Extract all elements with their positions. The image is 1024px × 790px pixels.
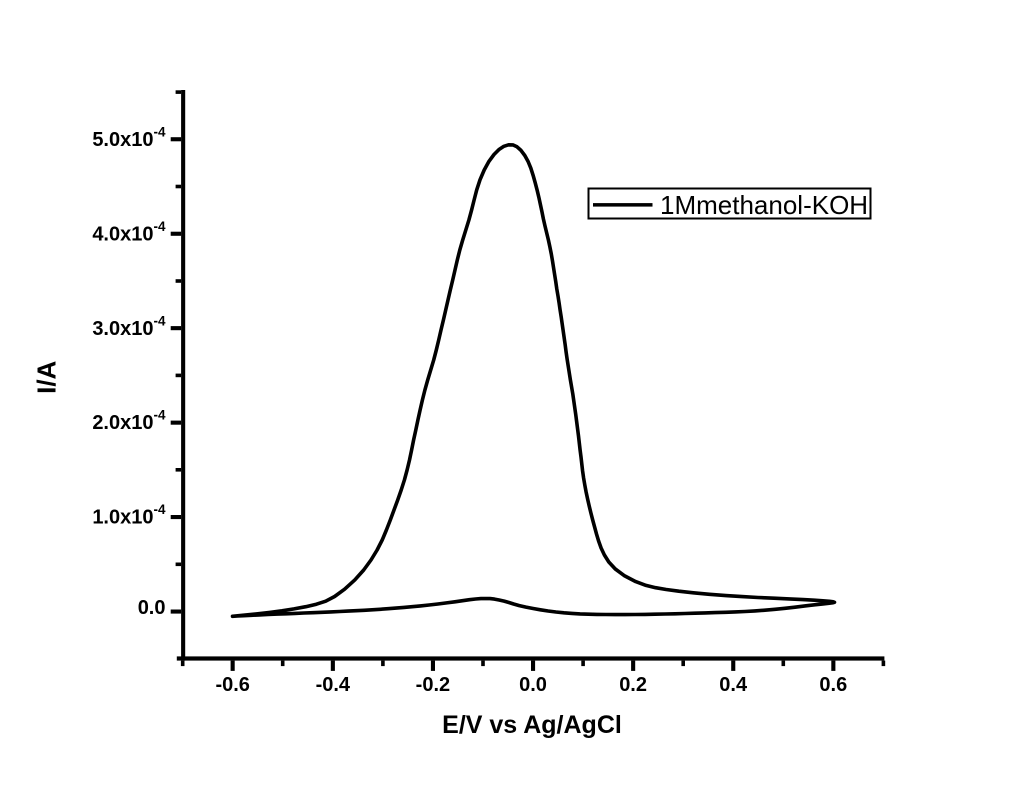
svg-text:0.0: 0.0	[138, 597, 166, 619]
svg-text:3.0x10-4: 3.0x10-4	[92, 313, 166, 340]
svg-text:4.0x10-4: 4.0x10-4	[92, 219, 166, 246]
svg-text:0.4: 0.4	[719, 674, 748, 696]
svg-text:E/V vs Ag/AgCl: E/V vs Ag/AgCl	[442, 711, 622, 739]
svg-text:0.6: 0.6	[819, 674, 847, 696]
svg-text:I/A: I/A	[32, 360, 62, 393]
svg-text:0.2: 0.2	[619, 674, 647, 696]
svg-text:-0.6: -0.6	[215, 674, 249, 696]
svg-text:2.0x10-4: 2.0x10-4	[92, 408, 166, 435]
svg-text:-0.4: -0.4	[316, 674, 351, 696]
svg-text:1Mmethanol-KOH: 1Mmethanol-KOH	[660, 190, 868, 220]
svg-text:1.0x10-4: 1.0x10-4	[92, 502, 166, 529]
svg-text:0.0: 0.0	[519, 674, 547, 696]
svg-text:-0.2: -0.2	[416, 674, 450, 696]
svg-text:5.0x10-4: 5.0x10-4	[92, 124, 166, 151]
